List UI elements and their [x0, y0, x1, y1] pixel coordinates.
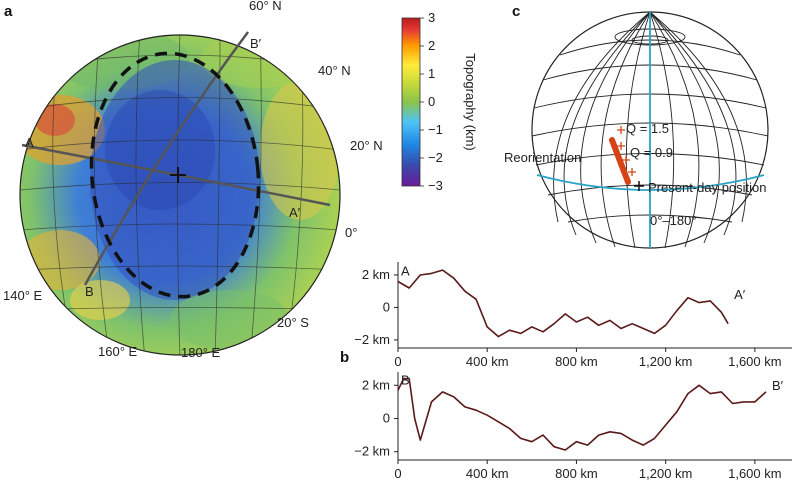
colorbar-tick-label: 3: [428, 10, 435, 25]
colorbar-tick-label: −2: [428, 150, 443, 165]
profile-plot-b: 2 km 0 −2 km 0 400 km 800 km 1,200 km 1,600 km B…: [354, 372, 792, 481]
lon-label-180e: 180° E: [181, 345, 221, 360]
colorbar-tick-label: −3: [428, 178, 443, 193]
lon-label-140e: 140° E: [3, 288, 43, 303]
present-day-label: Present-day position: [648, 180, 767, 195]
profile-label-a-prime: A′: [289, 205, 301, 220]
profile-a-line: [397, 269, 729, 338]
profile-b-x-tick-label: 1,200 km: [639, 466, 692, 481]
profile-label-b: B: [85, 284, 94, 299]
lat-label-60n: 60° N: [249, 0, 282, 13]
reorientation-label: Reorientation: [504, 150, 581, 165]
basin-outline: [89, 51, 261, 299]
profile-b-x-tick-label: 0: [394, 466, 401, 481]
profile-b-y-tick-label: −2 km: [354, 444, 390, 459]
profile-label-a: A: [25, 135, 34, 150]
q-label-low: Q = 0.9: [630, 145, 673, 160]
colorbar-tick-label: −1: [428, 122, 443, 137]
profile-b-x-tick-label: 400 km: [466, 466, 509, 481]
globe-meridian-highlight: [536, 12, 765, 248]
reorientation-arrow: [609, 137, 631, 185]
profile-a-x-tick-label: 1,200 km: [639, 354, 692, 369]
colorbar: 3 2 1 0 −1 −2 −3 Topography (km): [401, 10, 478, 193]
colorbar-gradient: [401, 17, 421, 187]
profile-a-start-label: A: [401, 263, 410, 278]
panel-c-letter: c: [512, 3, 520, 20]
profile-a-y-tick-label: 2 km: [362, 267, 390, 282]
profile-b-x-tick-label: 1,600 km: [728, 466, 781, 481]
q-markers: [617, 126, 636, 176]
present-day-marker: [634, 181, 644, 191]
profile-a-x-tick-label: 800 km: [555, 354, 598, 369]
map-terrain: [20, 35, 340, 350]
lat-label-20n: 20° N: [350, 138, 383, 153]
topography-map: [19, 31, 341, 356]
profile-label-b-prime: B′: [250, 36, 262, 51]
basin-centre-marker: [170, 167, 186, 183]
map-outline: [19, 34, 341, 356]
profile-a-y-tick-label: 0: [383, 299, 390, 314]
profile-b-y-tick-label: 0: [383, 410, 390, 425]
profile-b-line: [397, 377, 767, 451]
profile-a-x-tick-label: 0: [394, 354, 401, 369]
profile-plot-a: 2 km 0 −2 km 0 400 km 800 km 1,200 km 1,600 km A…: [354, 262, 792, 369]
meridian-label: 0°–180°: [650, 213, 697, 228]
profile-b-x-tick-label: 800 km: [555, 466, 598, 481]
colorbar-tick-label: 1: [428, 66, 435, 81]
panel-a-letter: a: [4, 3, 13, 20]
lat-label-0: 0°: [345, 225, 357, 240]
profile-a-x-tick-label: 1,600 km: [728, 354, 781, 369]
colorbar-tick-label: 0: [428, 94, 435, 109]
colorbar-ticks: [420, 17, 424, 187]
profile-line-b: [83, 31, 250, 286]
profile-b-y-tick-label: 2 km: [362, 377, 390, 392]
profile-b-end-label: B′: [772, 378, 784, 393]
profile-a-x-tick-label: 400 km: [466, 354, 509, 369]
lat-label-40n: 40° N: [318, 63, 351, 78]
colorbar-title: Topography (km): [463, 53, 478, 151]
lon-label-160e: 160° E: [98, 344, 138, 359]
panel-b-letter: b: [340, 349, 349, 366]
lat-label-20s: 20° S: [277, 315, 309, 330]
orientation-globe: [531, 11, 769, 249]
profile-a-y-tick-label: −2 km: [354, 332, 390, 347]
profile-b-start-label: B: [401, 372, 410, 387]
colorbar-tick-label: 2: [428, 38, 435, 53]
q-label-high: Q = 1.5: [626, 121, 669, 136]
profile-a-end-label: A′: [734, 287, 746, 302]
